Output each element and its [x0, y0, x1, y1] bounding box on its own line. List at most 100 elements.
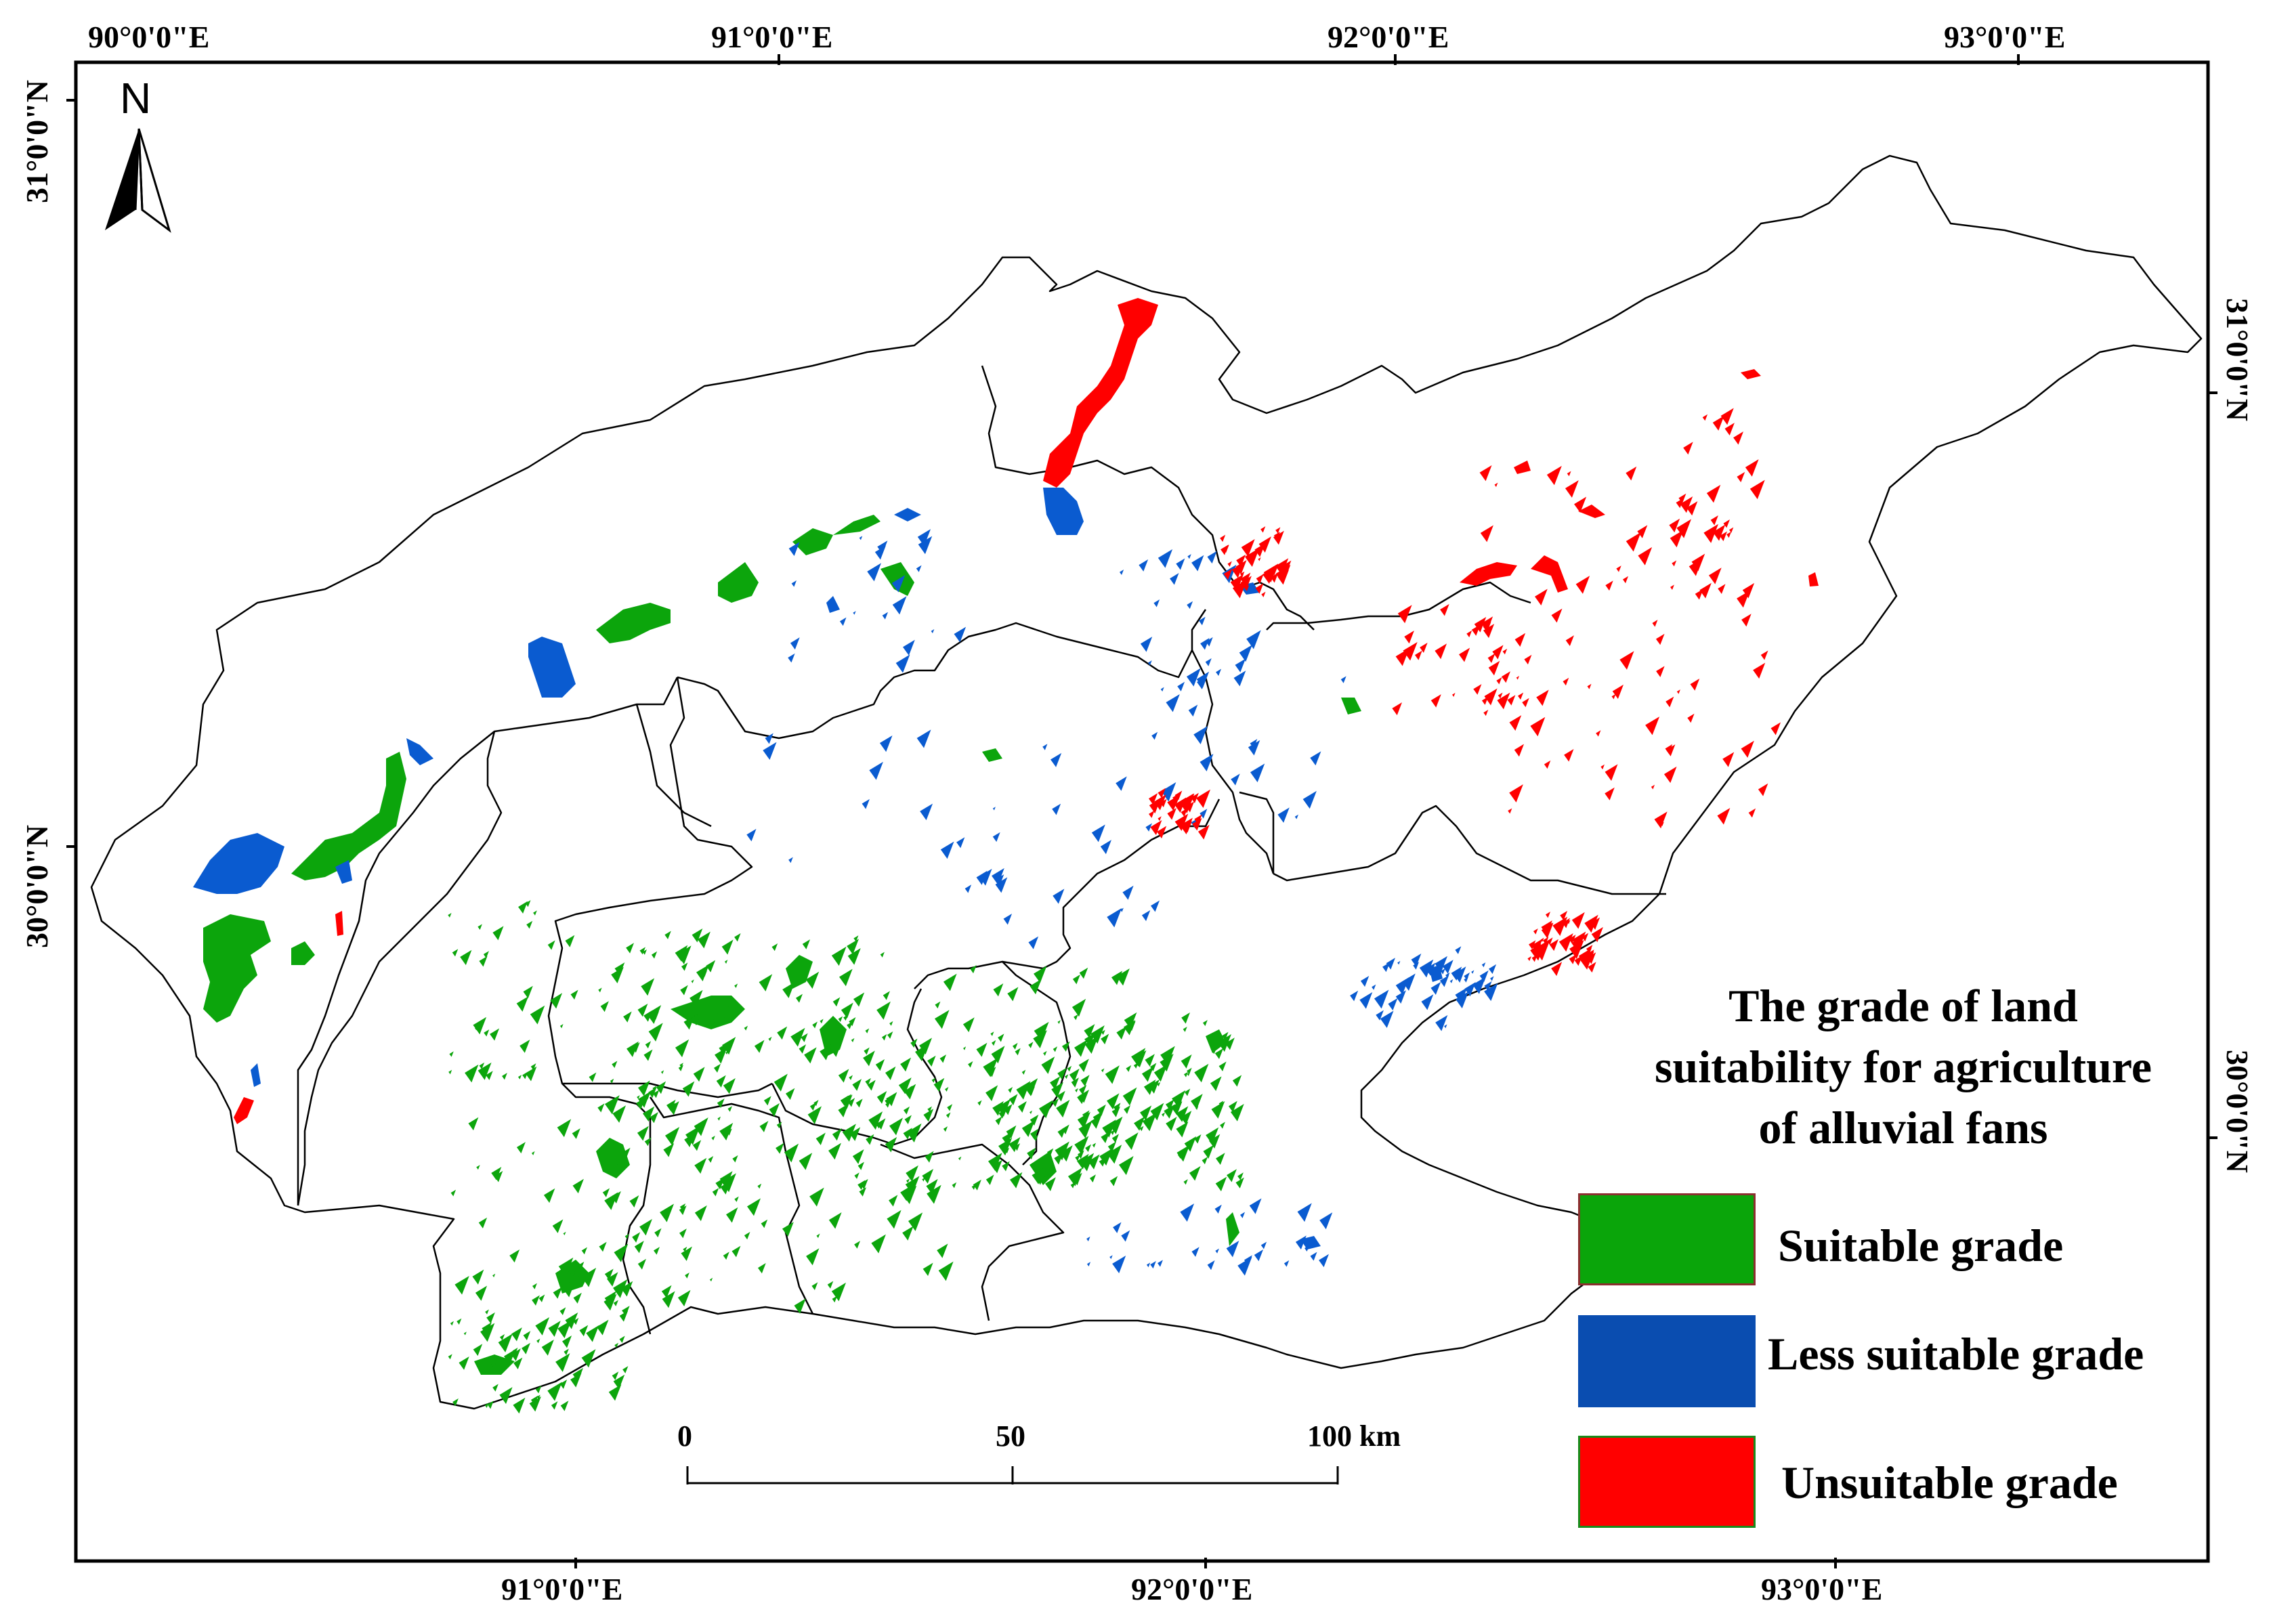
alluvial-fan-patch	[973, 1179, 981, 1191]
alluvial-fan-patch	[885, 1101, 891, 1108]
alluvial-fan-patch	[992, 1159, 1002, 1174]
alluvial-fan-patch	[1206, 637, 1213, 647]
alluvial-fan-patch	[570, 989, 578, 1000]
top-longitude-label: 90°0'0"E	[88, 20, 210, 54]
alluvial-fan-patch	[1078, 1059, 1089, 1073]
alluvial-fan-patch	[876, 1001, 891, 1020]
alluvial-fan-patch	[991, 1046, 1005, 1064]
alluvial-fan-patch	[889, 1117, 904, 1136]
alluvial-fan-patch	[882, 1034, 887, 1041]
alluvial-fan-patch	[956, 837, 965, 849]
alluvial-fan-patch	[926, 1178, 938, 1195]
alluvial-fan-patch	[1021, 1120, 1035, 1138]
alluvial-fan-patch	[1273, 532, 1280, 540]
alluvial-fan-patch	[457, 1318, 462, 1325]
alluvial-fan-patch	[692, 928, 703, 943]
alluvial-fan-patch	[1706, 484, 1721, 503]
alluvial-fan-patch	[1571, 912, 1585, 929]
alluvial-fan-patch	[1472, 977, 1486, 994]
alluvial-fan-patch	[653, 1247, 660, 1255]
alluvial-fan-patch	[1101, 1033, 1109, 1045]
alluvial-fan-patch	[1153, 1064, 1168, 1082]
alluvial-fan-patch	[1720, 408, 1734, 425]
alluvial-fan-patch	[573, 1292, 582, 1304]
alluvial-fan-patch	[475, 1285, 488, 1301]
alluvial-fan-patch	[1109, 1116, 1123, 1134]
alluvial-fan-patch	[1074, 1039, 1088, 1057]
alluvial-fan-patch	[1231, 773, 1240, 786]
alluvial-fan-patch	[898, 1077, 912, 1094]
alluvial-fan-patch	[1540, 937, 1544, 942]
alluvial-fan-patch	[1340, 676, 1346, 683]
alluvial-fan-patch	[853, 992, 865, 1007]
alluvial-fan-patch	[1176, 558, 1185, 570]
alluvial-fan-patch	[802, 939, 811, 949]
alluvial-fan-patch	[1413, 962, 1420, 970]
alluvial-fan-patch	[721, 939, 734, 955]
alluvial-fan-patch	[1030, 1114, 1039, 1126]
alluvial-fan-patch	[660, 1203, 675, 1222]
alluvial-fan-patch	[541, 1340, 554, 1356]
alluvial-fan-patch	[1160, 798, 1167, 808]
alluvial-fan-patch	[1590, 917, 1600, 930]
alluvial-fan-patch	[919, 1038, 933, 1054]
alluvial-fan-patch	[723, 1077, 736, 1094]
alluvial-fan-patch	[1501, 671, 1510, 683]
legend-title-line: suitability for agriculture	[1654, 1041, 2152, 1092]
alluvial-fan-patch	[1166, 693, 1180, 712]
alluvial-fan-patch	[550, 993, 563, 1009]
alluvial-fan-patch	[1529, 940, 1536, 949]
alluvial-fan-patch	[1086, 1236, 1090, 1241]
alluvial-fan-patch	[1474, 616, 1487, 633]
alluvial-fan-patch	[531, 1151, 535, 1155]
alluvial-fan-patch	[702, 970, 707, 977]
alluvial-fan-patch	[849, 1127, 861, 1141]
alluvial-fan-patch	[995, 1116, 1002, 1126]
alluvial-fan-patch	[639, 947, 645, 955]
alluvial-fan-patch	[653, 1090, 660, 1098]
alluvial-fan-patch	[716, 1006, 729, 1023]
alluvial-fan-patch	[952, 1182, 957, 1189]
alluvial-fan-patch	[847, 1098, 855, 1107]
alluvial-fan-patch	[1574, 955, 1583, 966]
alluvial-fan-patch	[806, 1248, 820, 1266]
alluvial-fan-patch	[1109, 1176, 1118, 1187]
bottom-longitude-label: 92°0'0"E	[1131, 1572, 1253, 1606]
alluvial-fan-patch	[485, 1309, 489, 1315]
alluvial-fan-patch	[555, 1353, 570, 1372]
alluvial-fan-patch	[619, 1335, 625, 1344]
alluvial-fan-patch	[1403, 641, 1418, 661]
less-suitable-grade-scatter	[746, 529, 1498, 1276]
alluvial-fan-patch	[1194, 1063, 1209, 1083]
alluvial-fan-patch	[827, 1281, 834, 1289]
alluvial-fan-patch	[1551, 608, 1563, 623]
alluvial-fan-patch	[691, 979, 694, 983]
alluvial-fan-patch	[946, 1112, 951, 1119]
alluvial-fan-patch	[645, 1041, 652, 1049]
alluvial-fan-patch	[612, 1371, 619, 1380]
alluvial-fan-patch	[1260, 1241, 1267, 1249]
alluvial-fan-patch	[726, 1128, 732, 1136]
alluvial-fan-patch	[719, 1042, 729, 1055]
alluvial-fan-patch	[776, 1121, 782, 1129]
alluvial-fan-patch	[656, 1081, 666, 1094]
alluvial-fan-patch	[1141, 1066, 1154, 1082]
alluvial-fan-patch	[876, 1118, 886, 1130]
alluvial-fan-patch	[536, 1338, 540, 1344]
alluvial-fan-patch	[560, 1401, 569, 1411]
alluvial-fan-patch	[1310, 1252, 1317, 1261]
alluvial-fan-patch	[1728, 527, 1734, 533]
alluvial-fan-patch	[552, 1219, 564, 1233]
alluvial-fan-patch	[712, 1188, 719, 1197]
alluvial-fan-patch	[516, 996, 529, 1012]
alluvial-fan-patch	[1100, 840, 1111, 855]
alluvial-fan-patch	[1122, 885, 1134, 900]
alluvial-fan-patch	[1003, 914, 1013, 925]
alluvial-fan-patch	[1622, 576, 1629, 584]
alluvial-fan-patch	[1310, 751, 1321, 766]
alluvial-fan-patch	[547, 1382, 562, 1401]
alluvial-fan-patch	[677, 1289, 691, 1307]
alluvial-fan-patch	[1050, 1076, 1061, 1090]
alluvial-fan-patch	[614, 1243, 629, 1262]
alluvial-fan-patch	[642, 949, 647, 955]
